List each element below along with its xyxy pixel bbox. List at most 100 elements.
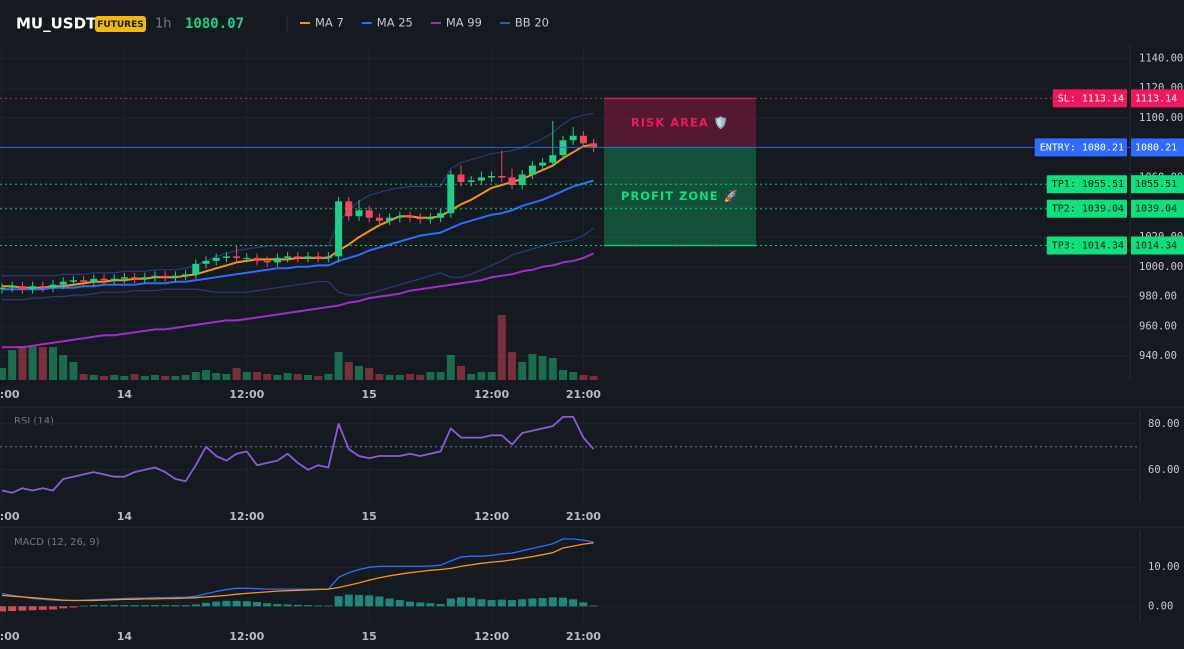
x-tick-label: 12:00 (474, 388, 509, 401)
y-tick-label: 960.00 (1139, 320, 1177, 332)
candle-body (426, 217, 434, 220)
candle-body (0, 287, 6, 290)
zone-label: PROFIT ZONE 🚀 (621, 189, 739, 203)
histogram-bar (508, 600, 516, 607)
histogram-bar (110, 605, 119, 607)
rsi-line (1, 416, 595, 494)
volume-bar (365, 368, 374, 380)
candle-body (375, 217, 383, 221)
candle-body (273, 257, 281, 263)
histogram-bar (497, 599, 506, 607)
y-tick-label: 980.00 (1139, 291, 1177, 303)
histogram-bar (385, 598, 394, 607)
legend-label: MA 99 (446, 16, 482, 30)
histogram-bar (569, 599, 578, 607)
level-tag (1131, 138, 1184, 157)
candle-body (437, 213, 445, 218)
candle-body (294, 256, 302, 258)
volume-bar (130, 374, 139, 380)
zone (604, 98, 756, 148)
x-tick-label: 21:00 (566, 630, 601, 643)
histogram-bar (28, 606, 37, 611)
candle-body (477, 177, 485, 181)
level-label: TP3: 1014.34 (1052, 240, 1124, 251)
x-tick-label: 14 (117, 630, 133, 643)
volume-bar (38, 347, 47, 380)
histogram-bar (579, 602, 588, 607)
volume-bar (69, 362, 78, 380)
histogram-bar (49, 606, 57, 610)
candle-body (314, 256, 322, 258)
histogram-bar (446, 598, 455, 607)
x-tick-label: 12:00 (229, 510, 264, 523)
level-label: SL: 1113.14 (1058, 93, 1124, 104)
level-value: 1039.04 (1135, 204, 1177, 215)
histogram-bar (324, 605, 333, 607)
candle-body (528, 165, 536, 175)
x-tick-label: 21:00 (566, 388, 601, 401)
histogram-bar (365, 595, 374, 607)
histogram-bar (100, 605, 108, 607)
bb-upper (2, 112, 594, 277)
histogram-bar (18, 606, 27, 611)
level-value: 1080.21 (1135, 142, 1177, 153)
volume-bar (457, 366, 465, 380)
x-tick-label: 12:00 (0, 510, 20, 523)
histogram-bar (181, 605, 190, 607)
bb-lower (2, 227, 594, 301)
volume-bar (222, 374, 231, 380)
volume-bar (293, 374, 302, 380)
volume-bar (242, 372, 251, 380)
macd-line (1, 538, 594, 602)
candle-body (324, 256, 332, 258)
histogram-bar (548, 597, 557, 607)
candle-body (110, 278, 118, 281)
candle-body (365, 210, 373, 218)
volume-bar (477, 372, 486, 380)
level-tag (1131, 199, 1184, 218)
x-tick-label: 15 (362, 510, 377, 523)
candle-body (151, 275, 159, 278)
ma-line (2, 179, 594, 291)
candle-body (590, 143, 598, 148)
histogram-bar (406, 601, 414, 607)
level-tag (1034, 138, 1127, 157)
candle-body (69, 280, 77, 282)
histogram-bar (344, 594, 353, 607)
histogram-bar (589, 605, 598, 607)
candle-body (141, 277, 149, 279)
histogram-bar (212, 601, 221, 607)
histogram-bar (161, 605, 170, 607)
volume-bar (283, 373, 292, 380)
y-tick-label: 60.00 (1148, 464, 1180, 476)
x-tick-label: 12:00 (474, 630, 509, 643)
histogram-bar (263, 603, 272, 607)
x-tick-label: 21:00 (566, 510, 601, 523)
volume-bar (334, 352, 343, 380)
histogram-bar (416, 602, 425, 607)
histogram-bar (191, 604, 200, 607)
level-tag (1046, 236, 1127, 255)
level-value: 1014.34 (1135, 240, 1177, 251)
candle-body (467, 180, 475, 182)
volume-bar (304, 375, 312, 380)
histogram-bar (242, 601, 251, 607)
candle-body (345, 201, 353, 217)
volume-bar (559, 370, 567, 380)
x-tick-label: 14 (117, 388, 133, 401)
candle-body (263, 260, 271, 263)
histogram-bar (0, 606, 6, 612)
legend-label: MA 7 (315, 16, 344, 30)
candle-body (131, 277, 139, 279)
histogram-bar (8, 606, 17, 612)
x-tick-label: 12:00 (229, 388, 264, 401)
histogram-bar (120, 605, 129, 607)
volume-bar (212, 373, 221, 380)
volume-bar (487, 372, 496, 380)
volume-bar (110, 375, 119, 380)
volume-bar (140, 376, 149, 380)
volume-bar (497, 315, 506, 380)
histogram-bar (477, 599, 486, 607)
volume-bar (232, 368, 241, 380)
x-tick-label: 12:00 (474, 510, 509, 523)
